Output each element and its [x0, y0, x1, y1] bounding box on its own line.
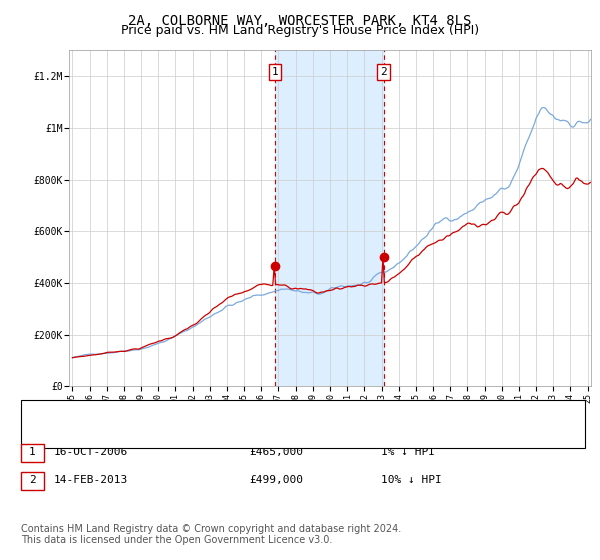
Text: 14-FEB-2013: 14-FEB-2013: [54, 475, 128, 485]
Text: £465,000: £465,000: [249, 447, 303, 457]
Bar: [275, 50, 383, 386]
Text: Contains HM Land Registry data © Crown copyright and database right 2024.
This d: Contains HM Land Registry data © Crown c…: [21, 524, 401, 545]
Text: 10% ↓ HPI: 10% ↓ HPI: [381, 475, 442, 485]
Text: 2: 2: [29, 475, 36, 485]
Text: 1: 1: [272, 67, 278, 77]
Text: 2A, COLBORNE WAY, WORCESTER PARK, KT4 8LS (detached house): 2A, COLBORNE WAY, WORCESTER PARK, KT4 8L…: [60, 408, 452, 418]
Text: 2: 2: [380, 67, 387, 77]
Text: 16-OCT-2006: 16-OCT-2006: [54, 447, 128, 457]
Text: 1: 1: [29, 447, 36, 457]
Text: HPI: Average price, detached house, Sutton: HPI: Average price, detached house, Sutt…: [60, 431, 343, 441]
Text: Price paid vs. HM Land Registry's House Price Index (HPI): Price paid vs. HM Land Registry's House …: [121, 24, 479, 36]
Text: 1% ↓ HPI: 1% ↓ HPI: [381, 447, 435, 457]
Text: 2A, COLBORNE WAY, WORCESTER PARK, KT4 8LS: 2A, COLBORNE WAY, WORCESTER PARK, KT4 8L…: [128, 14, 472, 28]
Text: £499,000: £499,000: [249, 475, 303, 485]
